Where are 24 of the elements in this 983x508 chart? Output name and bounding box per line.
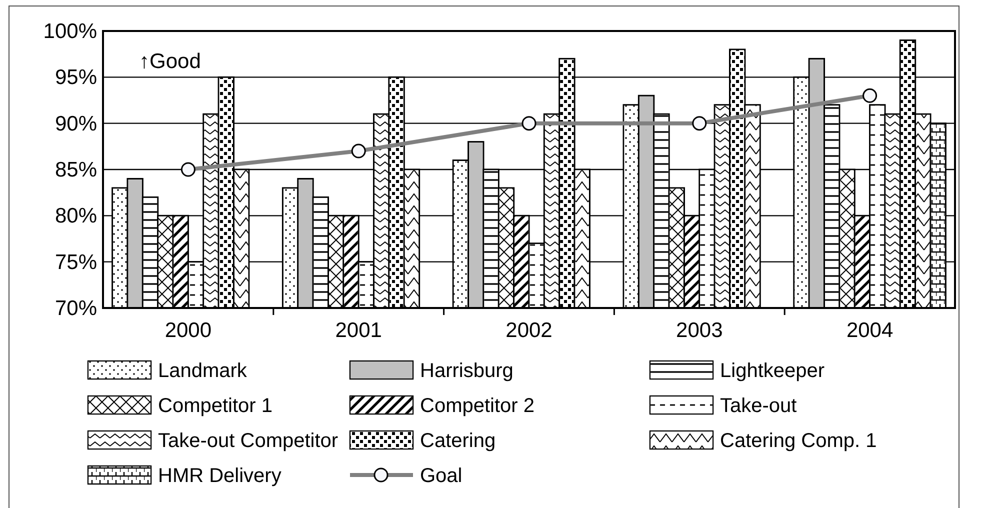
y-tick-label: 75% [54,250,97,274]
legend-label: Competitor 1 [158,395,272,417]
x-tick-label: 2002 [506,319,552,342]
legend-label: Competitor 2 [420,395,534,417]
y-tick-label: 85% [54,158,97,182]
legend-label: Take-out [720,395,798,417]
legend-label: Landmark [158,360,248,382]
legend-label: HMR Delivery [158,465,282,487]
x-tick-label: 2004 [846,319,894,342]
y-tick-label: 90% [54,112,97,136]
y-tick-label: 95% [54,66,97,90]
legend-label: Take-out Competitor [158,430,338,452]
y-tick-label: 100% [43,20,97,43]
y-tick-label: 70% [54,297,97,320]
x-tick-label: 2001 [335,319,382,342]
x-tick-label: 2003 [676,319,723,342]
annotation: ↑Good [139,50,201,73]
legend-label: Lightkeeper [720,360,825,382]
x-tick-label: 2000 [164,319,212,342]
legend-label: Catering [420,430,496,452]
legend-label: Catering Comp. 1 [720,430,877,452]
legend-label: Goal [420,465,462,487]
y-tick-label: 80% [54,204,97,228]
legend-label: Harrisburg [420,360,514,382]
